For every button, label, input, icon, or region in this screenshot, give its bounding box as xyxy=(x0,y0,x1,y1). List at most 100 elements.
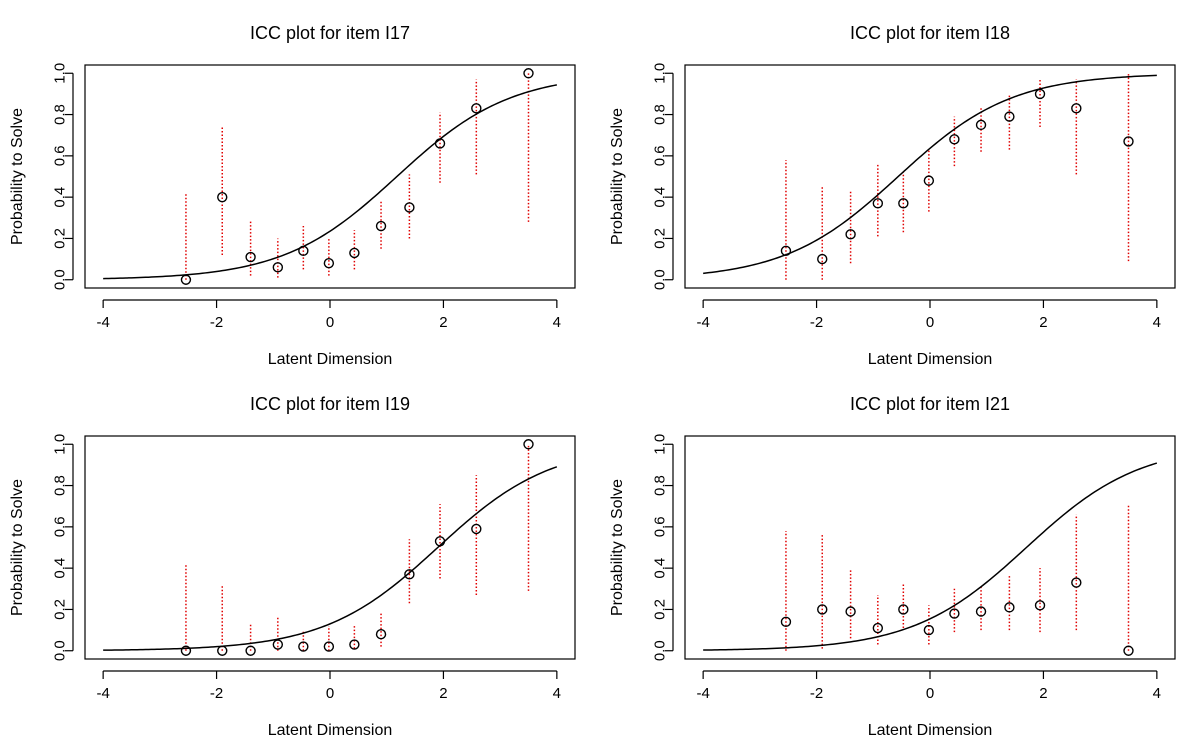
data-point xyxy=(1004,602,1015,613)
data-point xyxy=(1004,111,1015,122)
data-point xyxy=(217,645,228,656)
data-point xyxy=(375,220,387,232)
data-point xyxy=(975,606,987,617)
y-tick-label: 0.0 xyxy=(652,269,669,290)
data-point xyxy=(817,604,828,615)
data-point xyxy=(404,202,415,213)
data-point xyxy=(272,262,284,273)
icc-curve xyxy=(703,462,1158,651)
data-point xyxy=(471,103,482,114)
data-point xyxy=(180,645,192,656)
data-point xyxy=(949,134,960,145)
data-point xyxy=(845,606,856,617)
data-point xyxy=(975,119,987,131)
y-axis-label: Probability to Solve xyxy=(609,479,626,616)
x-tick-label: -4 xyxy=(96,685,109,702)
data-point xyxy=(298,245,309,257)
data-point xyxy=(404,569,415,580)
data-point xyxy=(272,639,284,650)
data-point xyxy=(780,616,792,628)
y-tick-label: 0.4 xyxy=(652,558,669,579)
x-tick-label: 0 xyxy=(926,685,934,702)
x-axis-label: Latent Dimension xyxy=(868,351,993,368)
x-tick-label: 2 xyxy=(439,314,447,331)
x-tick-label: -4 xyxy=(96,314,109,331)
y-tick-label: 0.4 xyxy=(652,187,669,208)
icc-curve xyxy=(103,466,558,651)
y-tick-label: 0.2 xyxy=(52,228,69,249)
x-tick-label: 4 xyxy=(553,314,561,331)
x-axis-label: Latent Dimension xyxy=(868,722,993,739)
y-tick-label: 1.0 xyxy=(652,63,669,84)
chart-title: ICC plot for item I18 xyxy=(850,23,1010,43)
data-point xyxy=(872,622,884,634)
data-point xyxy=(434,536,446,547)
y-tick-label: 0.8 xyxy=(652,475,669,496)
y-tick-label: 1.0 xyxy=(652,434,669,455)
plot-frame xyxy=(684,64,1176,289)
y-tick-label: 0.0 xyxy=(52,269,69,290)
x-axis-label: Latent Dimension xyxy=(268,351,393,368)
x-tick-label: 2 xyxy=(439,685,447,702)
data-point xyxy=(523,68,534,79)
data-point xyxy=(817,253,828,265)
x-tick-label: -4 xyxy=(696,685,709,702)
x-tick-label: 4 xyxy=(1153,685,1161,702)
x-tick-label: -2 xyxy=(210,314,223,331)
y-axis-label: Probability to Solve xyxy=(609,108,626,245)
x-tick-label: 0 xyxy=(326,314,334,331)
y-tick-label: 0.8 xyxy=(652,104,669,125)
plot-frame xyxy=(684,435,1176,660)
y-tick-label: 0.6 xyxy=(52,516,69,537)
data-point xyxy=(349,247,360,259)
data-point xyxy=(872,198,884,209)
data-point xyxy=(1034,88,1046,100)
chart-title: ICC plot for item I19 xyxy=(250,394,410,414)
y-tick-label: 0.2 xyxy=(652,228,669,249)
x-tick-label: 2 xyxy=(1039,314,1047,331)
y-tick-label: 0.4 xyxy=(52,187,69,208)
x-tick-label: -2 xyxy=(810,685,823,702)
y-tick-label: 0.6 xyxy=(52,145,69,166)
plot-frame xyxy=(84,435,576,660)
data-point xyxy=(471,523,482,535)
icc-curve xyxy=(103,84,557,280)
y-tick-label: 0.6 xyxy=(652,145,669,166)
data-point xyxy=(323,258,335,269)
data-point xyxy=(298,641,309,652)
x-tick-label: 0 xyxy=(926,314,934,331)
x-tick-label: -4 xyxy=(696,314,709,331)
x-tick-label: 0 xyxy=(326,685,334,702)
plot-frame xyxy=(84,64,576,289)
data-point xyxy=(780,245,792,257)
y-tick-label: 0.2 xyxy=(652,599,669,620)
data-point xyxy=(1071,103,1082,114)
y-tick-label: 0.8 xyxy=(52,104,69,125)
data-point xyxy=(245,645,256,656)
icc-panel-I18: ICC plot for item I18 Latent Dimension P… xyxy=(609,23,1176,368)
data-point xyxy=(180,274,192,285)
data-point xyxy=(1123,645,1134,656)
data-point xyxy=(217,191,228,203)
data-point xyxy=(1071,577,1082,588)
y-tick-label: 0.4 xyxy=(52,558,69,579)
data-point xyxy=(323,641,335,652)
data-point xyxy=(845,229,856,240)
x-tick-label: -2 xyxy=(210,685,223,702)
x-tick-label: 4 xyxy=(553,685,561,702)
y-tick-label: 0.6 xyxy=(652,516,669,537)
y-tick-label: 0.2 xyxy=(52,599,69,620)
y-axis-label: Probability to Solve xyxy=(9,108,26,245)
data-point xyxy=(898,604,909,615)
y-tick-label: 0.8 xyxy=(52,475,69,496)
icc-panel-I19: ICC plot for item I19 Latent Dimension P… xyxy=(9,394,576,739)
x-tick-label: -2 xyxy=(810,314,823,331)
y-axis-label: Probability to Solve xyxy=(9,479,26,616)
data-point xyxy=(898,198,909,209)
data-point xyxy=(245,251,256,263)
data-point xyxy=(949,608,960,619)
data-point xyxy=(434,138,446,149)
x-tick-label: 2 xyxy=(1039,685,1047,702)
data-point xyxy=(1034,600,1046,611)
x-axis-label: Latent Dimension xyxy=(268,722,393,739)
